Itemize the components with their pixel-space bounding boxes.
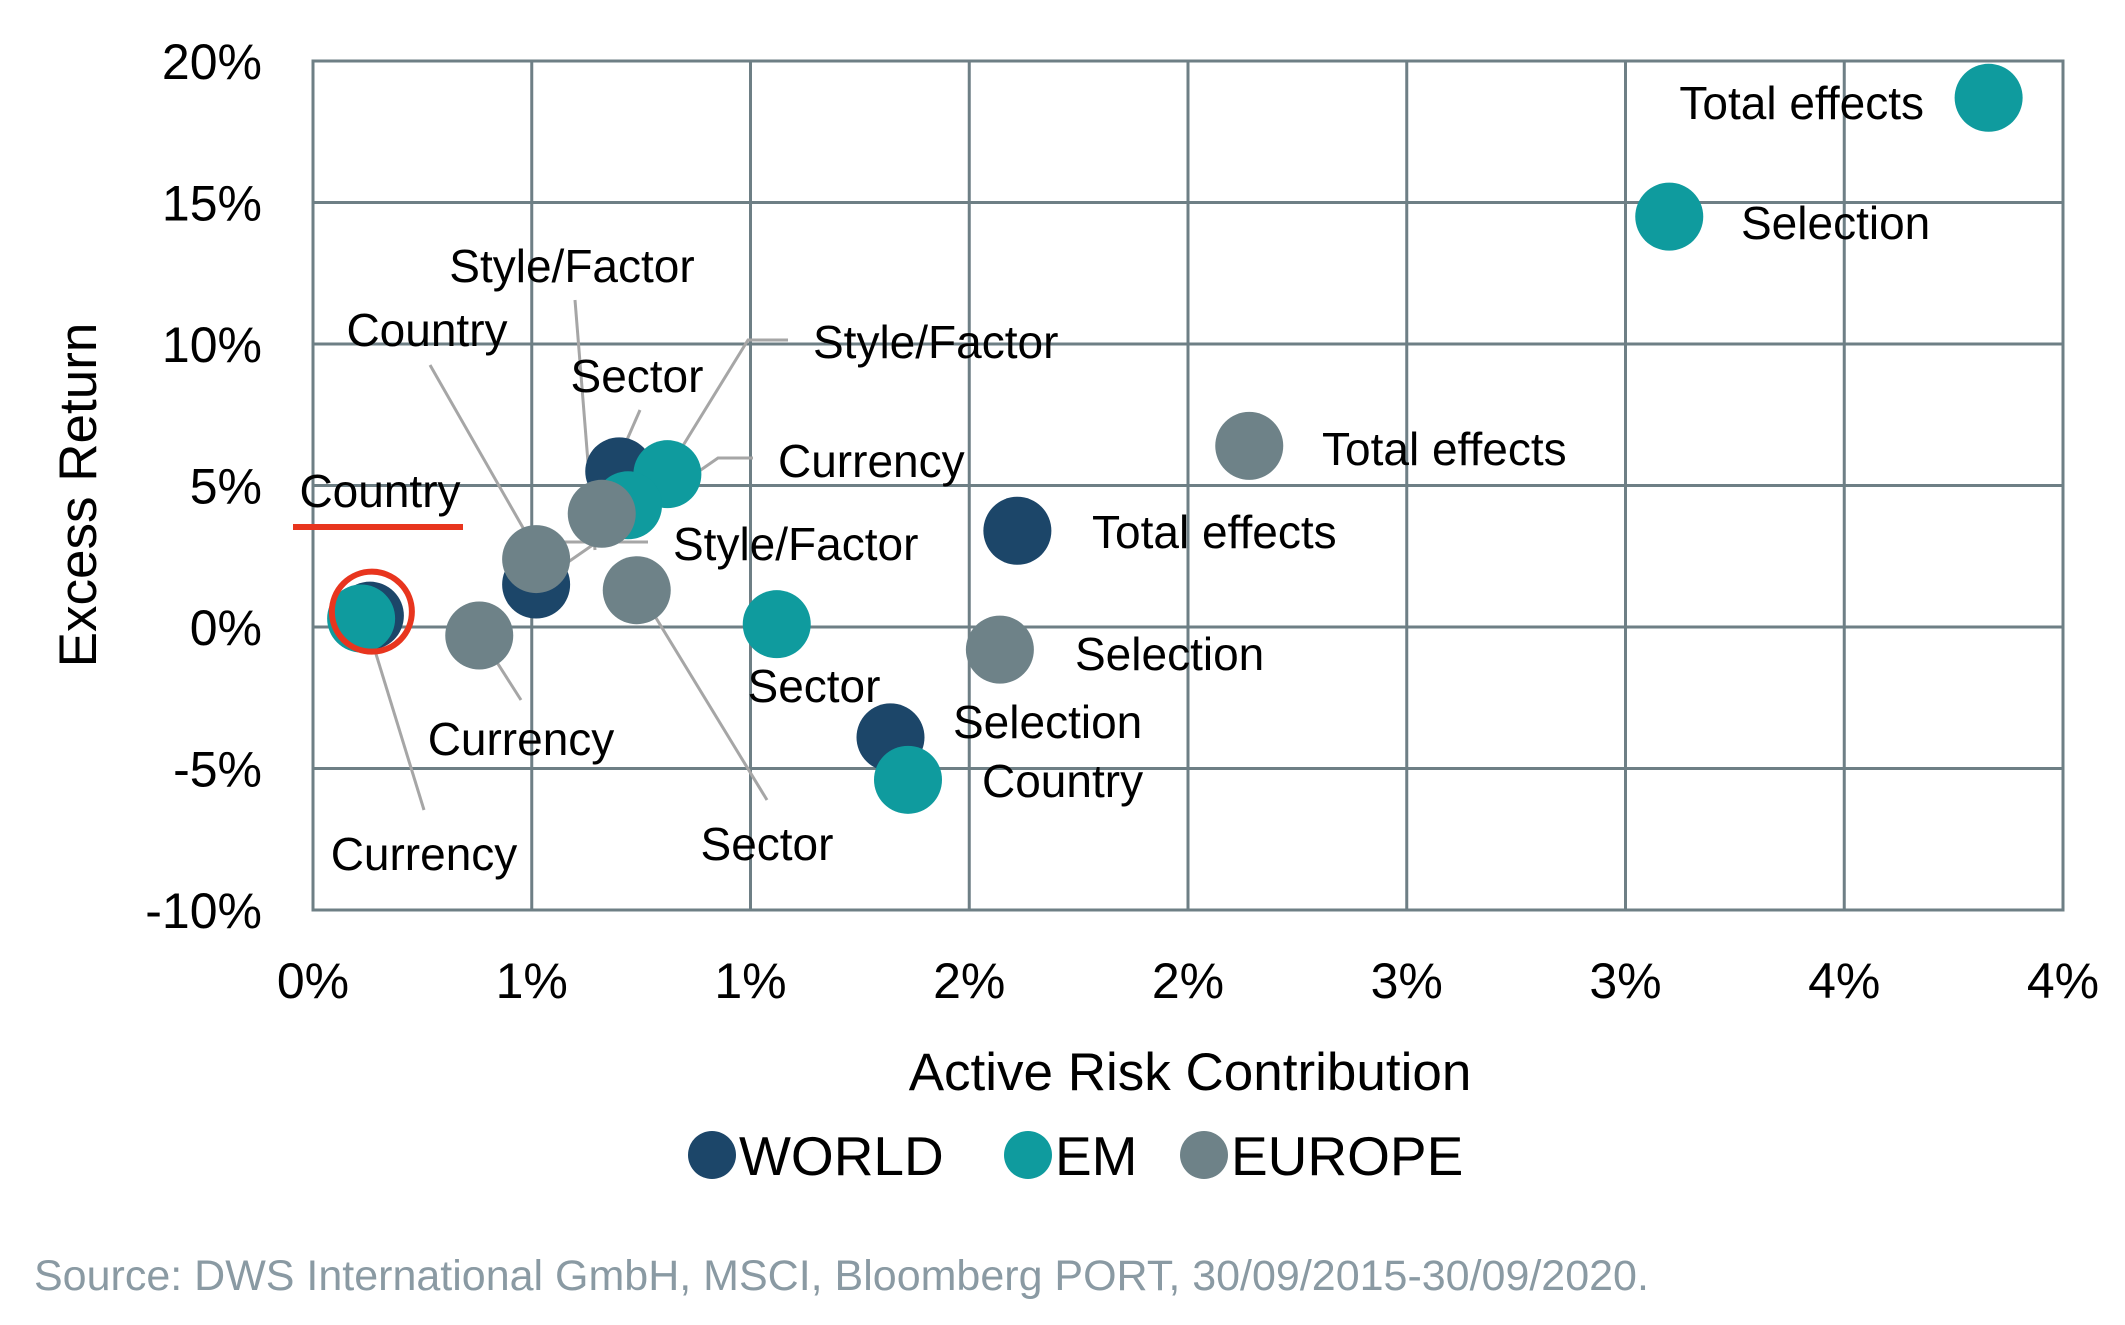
point-label: Sector — [571, 350, 704, 402]
point-label: Country — [982, 755, 1143, 807]
y-tick-label: 20% — [162, 34, 262, 90]
point-europe — [602, 556, 671, 625]
point-labels: Country Style/Factor Sector Total effects Se… — [299, 77, 1930, 880]
x-tick-label: 2% — [1152, 953, 1224, 1009]
y-tick-label: 5% — [190, 459, 262, 515]
point-label: Country — [346, 304, 507, 356]
point-em — [742, 590, 811, 659]
point-label: Currency — [428, 713, 615, 765]
point-label: Sector — [701, 818, 834, 870]
legend-marker-world — [688, 1131, 736, 1179]
y-axis-title: Excess Return — [49, 323, 108, 668]
y-tick-label: 0% — [190, 600, 262, 656]
point-label: Style/Factor — [813, 316, 1058, 368]
point-europe — [502, 525, 571, 594]
point-label: Style/Factor — [449, 240, 694, 292]
legend: WORLD EM EUROPE — [688, 1125, 1463, 1187]
point-em — [1635, 182, 1704, 251]
x-axis-title: Active Risk Contribution — [909, 1043, 1472, 1102]
x-tick-label: 1% — [714, 953, 786, 1009]
legend-label-world: WORLD — [739, 1125, 944, 1187]
point-label: Total effects — [1092, 506, 1337, 558]
point-europe — [567, 479, 636, 548]
point-europe — [1215, 411, 1284, 480]
x-tick-label: 2% — [933, 953, 1005, 1009]
source-note: Source: DWS International GmbH, MSCI, Bl… — [34, 1252, 1649, 1300]
y-tick-label: -10% — [145, 883, 262, 939]
legend-label-em: EM — [1055, 1125, 1138, 1187]
label-connector — [666, 338, 788, 471]
x-tick-label: 3% — [1371, 953, 1443, 1009]
point-europe — [965, 615, 1034, 684]
point-label: Total effects — [1322, 423, 1567, 475]
data-points — [293, 63, 2023, 814]
point-label: Currency — [331, 828, 518, 880]
grid-lines — [311, 59, 2065, 912]
highlight-ring — [328, 568, 415, 655]
point-label: Style/Factor — [673, 518, 918, 570]
point-label: Selection — [1741, 197, 1930, 249]
point-label: Country — [299, 465, 460, 517]
point-em — [1954, 63, 2023, 132]
y-axis-ticks: 20% 15% 10% 5% 0% -5% -10% — [145, 34, 262, 939]
point-world — [983, 496, 1052, 565]
legend-marker-europe — [1180, 1131, 1228, 1179]
label-connector — [428, 364, 532, 541]
point-em — [874, 745, 942, 814]
point-em — [327, 584, 396, 653]
x-axis-ticks: 0% 1% 1% 2% 2% 3% 3% 4% 4% — [277, 953, 2099, 1009]
x-tick-label: 4% — [1808, 953, 1880, 1009]
point-label: Sector — [748, 660, 881, 712]
x-tick-label: 4% — [2027, 953, 2099, 1009]
y-tick-label: 15% — [162, 176, 262, 232]
point-label: Selection — [1075, 628, 1264, 680]
label-connector — [366, 627, 426, 811]
point-label: Currency — [778, 435, 965, 487]
point-europe — [445, 601, 514, 670]
x-tick-label: 3% — [1589, 953, 1661, 1009]
point-label: Total effects — [1679, 77, 1924, 129]
legend-marker-em — [1004, 1131, 1052, 1179]
y-tick-label: -5% — [173, 742, 262, 798]
point-label: Selection — [953, 696, 1142, 748]
y-tick-label: 10% — [162, 317, 262, 373]
x-tick-label: 0% — [277, 953, 349, 1009]
label-connector — [640, 594, 769, 801]
x-tick-label: 1% — [496, 953, 568, 1009]
legend-label-europe: EUROPE — [1231, 1125, 1463, 1187]
